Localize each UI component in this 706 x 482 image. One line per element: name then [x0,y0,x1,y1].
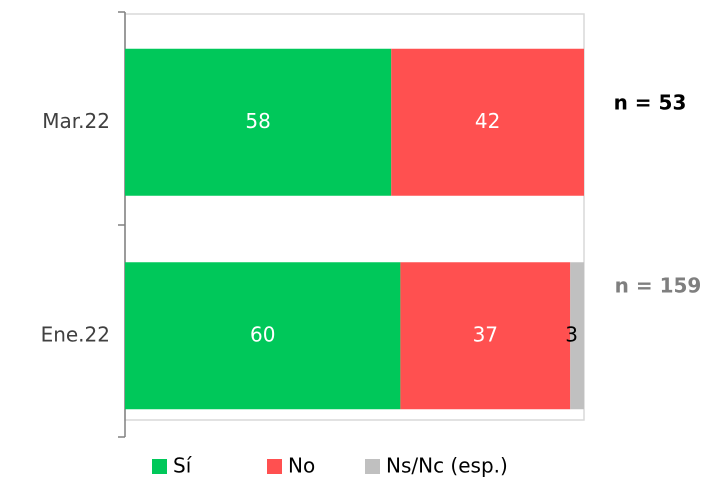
legend-swatch [365,459,380,474]
bar-segment [391,48,584,196]
legend-label: Ns/Nc (esp.) [386,454,508,478]
y-tick-label: Mar.22 [42,109,110,133]
legend-swatch [267,459,282,474]
value-label: 37 [473,322,498,346]
y-tick-label: Ene.22 [41,322,110,346]
legend-label: Sí [173,454,193,478]
legend-label: No [288,454,315,478]
value-label: 58 [245,109,270,133]
legend-swatch [152,459,167,474]
bar-segment [400,262,571,410]
annotation: n = 159 [615,274,702,298]
bar-segment [570,262,584,410]
value-label: 42 [475,109,500,133]
bar-segment [125,262,401,410]
value-label: 60 [250,322,275,346]
bar-segment [125,48,392,196]
annotation: n = 53 [614,91,687,115]
value-label: 3 [565,322,578,346]
